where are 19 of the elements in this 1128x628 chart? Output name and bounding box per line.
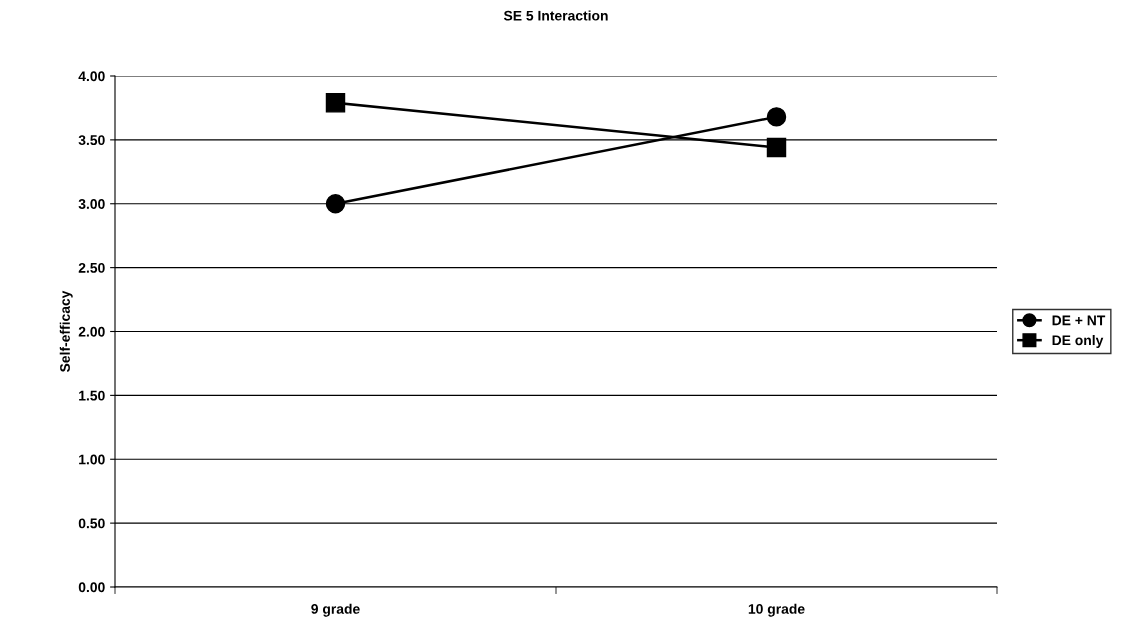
- y-tick-label: 2.00: [78, 326, 105, 337]
- y-tick-label: 1.00: [79, 454, 105, 465]
- x-tick-label: 10 grade: [748, 603, 805, 617]
- y-tick-label: 4.00: [78, 71, 105, 82]
- x-tick-label: 9 grade: [311, 603, 360, 617]
- y-tick-label: 2.50: [78, 262, 105, 273]
- y-tick-label: 3.00: [78, 199, 105, 209]
- y-tick-label: 0.50: [78, 518, 105, 529]
- chart-title: SE 5 Interaction: [503, 10, 608, 21]
- point: [766, 137, 787, 158]
- y-tick-label: 1.50: [79, 390, 105, 401]
- y-tick-label: 3.50: [78, 135, 105, 146]
- y-axis-title: Self-efficacy: [59, 290, 73, 373]
- legend-label: DE + NT: [1052, 315, 1106, 326]
- legend-label: DE only: [1052, 334, 1104, 348]
- point: [325, 93, 346, 113]
- point: [766, 107, 787, 127]
- point: [325, 194, 346, 214]
- y-tick-label: 0.00: [78, 582, 105, 593]
